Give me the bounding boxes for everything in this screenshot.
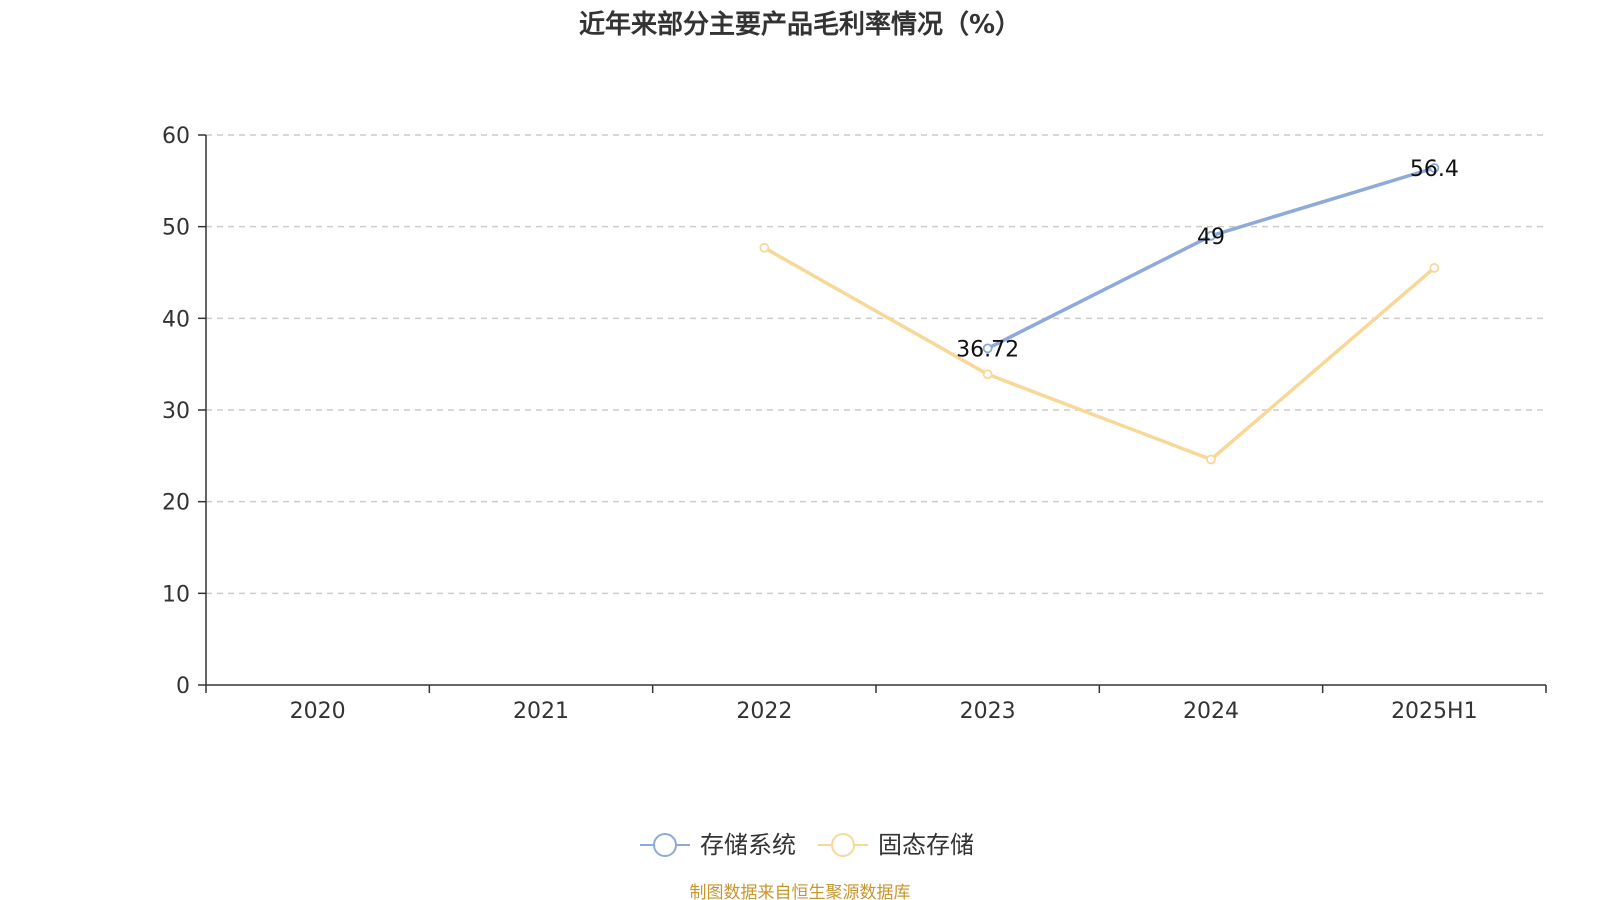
x-tick-label: 2022 <box>736 699 792 724</box>
data-point <box>759 242 770 253</box>
source-note: 制图数据来自恒生聚源数据库 <box>690 883 911 900</box>
x-tick-label: 2023 <box>960 699 1016 724</box>
y-tick-label: 20 <box>162 491 190 516</box>
y-tick-label: 0 <box>176 674 190 699</box>
data-point <box>1429 263 1440 273</box>
series-lines <box>759 163 1440 465</box>
data-point <box>1206 230 1216 241</box>
data-point <box>982 369 993 380</box>
legend-swatch-marker <box>831 833 855 857</box>
legend: 存储系统 固态存储 <box>640 831 974 859</box>
y-tick-label: 10 <box>162 582 190 607</box>
series-line <box>762 246 1437 462</box>
y-axis-ticks: 0 10 20 30 40 50 60 <box>162 124 206 699</box>
x-tick-label: 2025H1 <box>1391 699 1478 724</box>
y-tick-label: 60 <box>162 124 190 149</box>
chart-title: 近年来部分主要产品毛利率情况（%） <box>579 9 1021 40</box>
y-tick-label: 50 <box>162 216 190 241</box>
data-label: 56.4 <box>1410 157 1459 182</box>
data-label: 36.72 <box>956 337 1019 362</box>
x-tick-label: 2021 <box>513 699 569 724</box>
data-label: 49 <box>1197 225 1225 250</box>
data-point <box>1206 454 1216 465</box>
legend-label: 固态存储 <box>878 831 974 859</box>
x-tick-label: 2020 <box>290 699 346 724</box>
x-tick-label: 2024 <box>1183 699 1239 724</box>
series-line <box>985 166 1437 351</box>
data-labels: 36.72 49 56.4 <box>956 157 1459 362</box>
x-axis-ticks: 2020 2021 2022 2023 2024 2025H1 <box>205 685 1547 724</box>
legend-label: 存储系统 <box>700 831 796 859</box>
y-tick-label: 40 <box>162 307 190 332</box>
data-point <box>982 343 993 354</box>
y-tick-label: 30 <box>162 399 190 424</box>
gridlines <box>206 134 1546 595</box>
legend-swatch-marker <box>653 833 677 857</box>
data-point <box>1429 163 1440 173</box>
